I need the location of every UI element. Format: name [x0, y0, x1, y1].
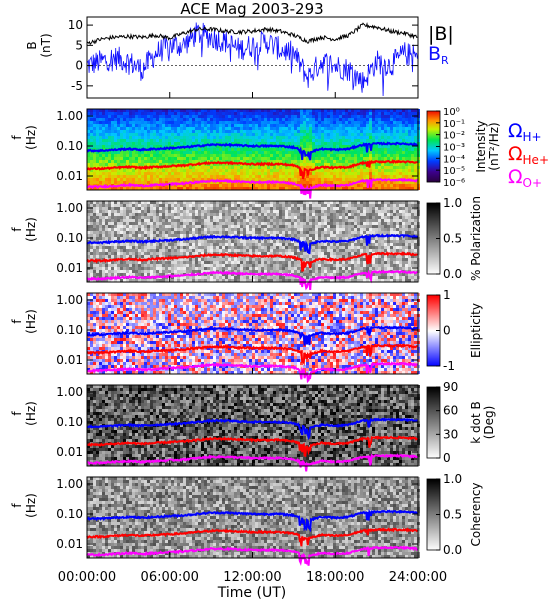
- yunit: (Hz): [24, 217, 38, 242]
- colorbar-tick-label: 30: [443, 427, 458, 441]
- colorbar-tick-label: 0.0: [443, 543, 462, 557]
- panel-polarization: 1.00 0.10 0.01 f(Hz) 1.0 0.5 0.0 % Polarization: [10, 196, 483, 290]
- colorbar-tick-label: 1.0: [443, 472, 462, 486]
- b-ytick-label: 10: [68, 18, 83, 32]
- colorbar-tick-label: 10⁻⁵: [443, 166, 465, 177]
- ytick-label: 1.00: [56, 109, 83, 123]
- colorbar-tick-label: 0.5: [443, 508, 462, 522]
- ytick-label: 0.10: [56, 139, 83, 153]
- ylabel: f: [10, 227, 24, 232]
- ylabel: f: [10, 319, 24, 324]
- colorbar-tick-label: 0: [443, 324, 451, 338]
- colorbar: 90 60 30 0 k dot B(Deg): [427, 380, 496, 465]
- legend-b-total: |B|: [428, 23, 454, 45]
- colorbar-tick-label: 10⁻¹: [443, 119, 465, 130]
- colorbar-unit: (Deg): [482, 406, 496, 440]
- colorbar-tick-label: 10⁻³: [443, 143, 465, 154]
- gyro-legend-o-plus: ΩO+: [508, 166, 542, 190]
- ytick-label: 0.10: [56, 231, 83, 245]
- gyro-legend-he-plus: ΩHe+: [508, 143, 549, 167]
- colorbar-label: k dot B: [469, 401, 483, 443]
- ylabel: f: [10, 135, 24, 140]
- panel-k-dot-b: 1.00 0.10 0.01 f(Hz) 90 60 30 0 k dot B(Deg): [10, 380, 496, 471]
- colorbar-tick-label: 0.5: [443, 232, 462, 246]
- ytick-label: 1.00: [56, 293, 83, 307]
- colorbar: 1 0 -1 Ellipticity: [427, 288, 483, 373]
- yunit: (Hz): [24, 493, 38, 518]
- xtick-label: 06:00:00: [141, 570, 199, 585]
- yunit: (Hz): [24, 125, 38, 150]
- ytick-label: 1.00: [56, 477, 83, 491]
- b-panel-frame: [87, 17, 418, 98]
- yunit: (Hz): [24, 401, 38, 426]
- colorbar: 1.0 0.5 0.0 Coherency: [427, 472, 483, 557]
- b-ylabel: B: [25, 41, 39, 49]
- legend-b-r: BR: [428, 43, 449, 67]
- b-yunit: (nT): [39, 33, 53, 57]
- x-axis-label: Time (UT): [217, 585, 286, 600]
- xtick-label: 12:00:00: [223, 570, 281, 585]
- b-ytick-label: -5: [71, 79, 83, 93]
- xtick-label: 18:00:00: [306, 570, 364, 585]
- colorbar-tick-label: 10⁻⁴: [443, 154, 465, 165]
- colorbar-tick-label: 1.0: [443, 196, 462, 210]
- ylabel: f: [10, 503, 24, 508]
- ytick-label: 0.01: [56, 353, 83, 367]
- gyro-legend-h-plus: ΩH+: [508, 120, 542, 144]
- figure-title: ACE Mag 2003-293: [180, 0, 323, 18]
- ytick-label: 1.00: [56, 201, 83, 215]
- ylabel: f: [10, 411, 24, 416]
- colorbar-label: Ellipticity: [469, 303, 483, 358]
- yunit: (Hz): [24, 309, 38, 334]
- xtick-label: 00:00:00: [58, 570, 116, 585]
- colorbar-tick-label: 10⁻⁶: [443, 178, 465, 189]
- ytick-label: 0.01: [56, 537, 83, 551]
- colorbar-label: Intensity: [474, 120, 488, 172]
- colorbar-tick-label: 10⁰: [443, 107, 460, 118]
- panel-coherency: 1.00 0.10 0.01 f(Hz) 1.0 0.5 0.0 Coherency: [10, 472, 483, 566]
- ytick-label: 0.10: [56, 415, 83, 429]
- gyrofrequency-legend: ΩH+ΩHe+ΩO+: [508, 120, 549, 190]
- ytick-label: 0.01: [56, 445, 83, 459]
- panel-intensity: 1.00 0.10 0.01 f(Hz) 10⁰10⁻¹10⁻²10⁻³10⁻⁴10⁻⁵…: [10, 107, 501, 199]
- colorbar-label: % Polarization: [469, 196, 483, 281]
- colorbar-tick-label: 60: [443, 404, 458, 418]
- panel-ellipticity: 1.00 0.10 0.01 f(Hz) 1 0 -1 Ellipticity: [10, 288, 483, 381]
- colorbar: 1.0 0.5 0.0 % Polarization: [427, 196, 483, 281]
- xtick-label: 24:00:00: [389, 570, 447, 585]
- colorbar-unit: (nT²/Hz): [487, 122, 501, 170]
- colorbar-tick-label: 0.0: [443, 267, 462, 281]
- b-ytick-label: 0: [75, 59, 83, 73]
- colorbar-label: Coherency: [469, 482, 483, 546]
- colorbar-tick-label: -1: [443, 359, 455, 373]
- ytick-label: 0.10: [56, 323, 83, 337]
- colorbar-tick-label: 1: [443, 288, 451, 302]
- ytick-label: 0.01: [56, 169, 83, 183]
- colorbar-tick-label: 90: [443, 380, 458, 394]
- ytick-label: 1.00: [56, 385, 83, 399]
- ytick-label: 0.10: [56, 507, 83, 521]
- ytick-label: 0.01: [56, 261, 83, 275]
- b-field-panel: 10 5 0 -5 B(nT) |B|BR: [25, 17, 454, 98]
- colorbar-tick-label: 0: [443, 451, 451, 465]
- b-ytick-label: 5: [75, 38, 83, 52]
- colorbar-tick-label: 10⁻²: [443, 131, 465, 142]
